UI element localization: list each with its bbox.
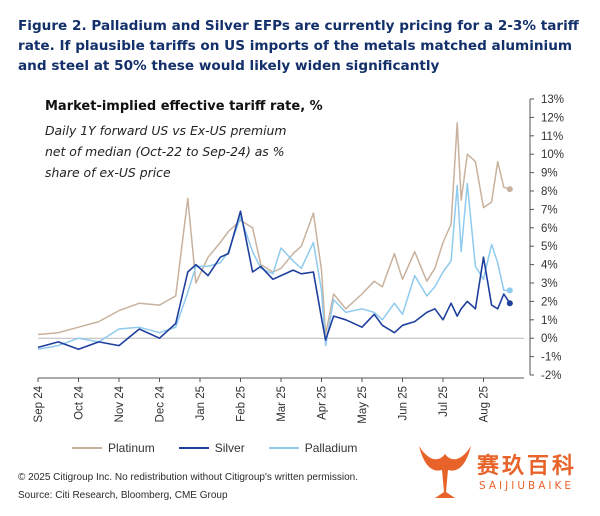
x-tick-label: Oct 24 xyxy=(74,385,86,419)
y-tick-label: 6% xyxy=(541,223,558,235)
chart-subtitle: Daily 1Y forward US vs Ex-US premium net… xyxy=(45,123,287,180)
y-tick-label: 8% xyxy=(541,186,558,198)
x-tick-label: Sep 24 xyxy=(33,385,45,422)
legend-item-silver: Silver xyxy=(178,441,245,455)
y-tick-label: 2% xyxy=(541,296,558,308)
x-tick-label: Mar 25 xyxy=(276,386,288,422)
legend-item-platinum: Platinum xyxy=(72,441,155,455)
x-tick-label: Nov 24 xyxy=(114,385,126,422)
y-tick-label: 13% xyxy=(541,94,564,106)
x-tick-label: Feb 25 xyxy=(236,386,248,422)
chart-legend: Platinum Silver Palladium xyxy=(72,441,357,455)
legend-label-palladium: Palladium xyxy=(304,441,358,455)
legend-swatch-platinum xyxy=(72,446,102,450)
figure-title: Figure 2. Palladium and Silver EFPs are … xyxy=(18,18,579,74)
series-line-platinum xyxy=(37,122,511,336)
whale-tail-icon xyxy=(419,446,471,498)
legend-item-palladium: Palladium xyxy=(268,441,358,455)
x-tick-label: Aug 25 xyxy=(479,386,491,422)
legend-swatch-palladium xyxy=(268,446,299,450)
y-tick-label: 12% xyxy=(541,112,564,124)
chart-title: Market-implied effective tariff rate, % xyxy=(45,99,323,114)
y-tick-label: -2% xyxy=(541,370,561,382)
y-tick-label: 10% xyxy=(541,149,564,161)
x-tick-label: Dec 24 xyxy=(155,385,167,422)
series-end-marker-platinum xyxy=(506,186,513,193)
x-tick-label: Jan 25 xyxy=(195,386,207,421)
series-end-marker-palladium xyxy=(506,287,513,294)
series-end-marker-silver xyxy=(506,300,513,307)
legend-swatch-silver xyxy=(178,446,209,450)
y-tick-label: 1% xyxy=(541,315,558,327)
series-line-palladium xyxy=(37,182,510,350)
x-tick-label: Apr 25 xyxy=(317,386,329,420)
y-tick-label: 11% xyxy=(541,131,563,143)
y-tick-label: 4% xyxy=(541,260,558,272)
y-tick-label: 9% xyxy=(541,168,558,180)
footer-source: Source: Citi Research, Bloomberg, CME Gr… xyxy=(18,490,228,501)
y-tick-label: 0% xyxy=(541,333,558,345)
watermark-text-cn: 赛玖百科 xyxy=(477,454,578,479)
footer-copyright: © 2025 Citigroup Inc. No redistribution … xyxy=(18,472,358,483)
watermark-logo: 赛玖百科 SAIJIUBAIKE xyxy=(415,440,595,500)
legend-label-platinum: Platinum xyxy=(108,441,155,455)
legend-label-silver: Silver xyxy=(214,441,245,455)
series-line-silver xyxy=(37,210,511,350)
y-tick-label: 3% xyxy=(541,278,558,290)
watermark-text-en: SAIJIUBAIKE xyxy=(479,480,575,492)
y-tick-label: -1% xyxy=(541,352,561,364)
x-tick-label: Jun 25 xyxy=(398,386,410,421)
x-tick-label: May 25 xyxy=(357,386,369,424)
y-tick-label: 7% xyxy=(541,204,558,216)
y-tick-label: 5% xyxy=(541,241,558,253)
x-tick-label: Jul 25 xyxy=(438,386,450,417)
